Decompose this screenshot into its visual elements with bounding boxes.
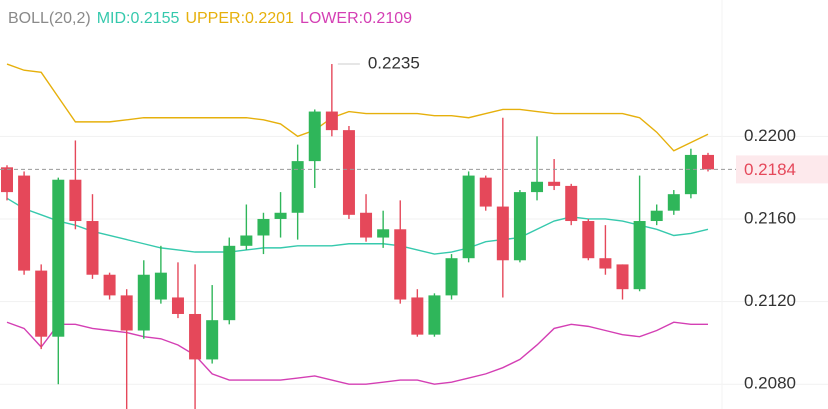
candle-body	[69, 179, 82, 222]
y-tick-label: 0.2080	[744, 374, 796, 393]
legend-value: 0.2201	[245, 10, 294, 27]
candle-body	[171, 297, 184, 314]
candle-body	[52, 179, 65, 337]
band-line	[6, 63, 709, 152]
last-price-box	[736, 155, 828, 184]
indicator-legend: BOLL(20,2) MID:0.2155 UPPER:0.2201 LOWER:0.…	[8, 10, 412, 27]
candle-body	[360, 212, 373, 238]
candle-body	[86, 221, 99, 275]
candle-body	[684, 154, 697, 195]
candle-body	[616, 264, 629, 290]
candle-body	[206, 320, 219, 360]
candle-body	[445, 258, 458, 296]
candle-body	[548, 181, 561, 186]
legend-name: MID	[97, 10, 126, 27]
y-tick-label: 0.2120	[744, 291, 796, 310]
legend-separator: :	[359, 10, 363, 27]
candle-body	[103, 274, 116, 296]
candle-body	[274, 212, 287, 219]
candle-body	[462, 175, 475, 259]
candle-body	[223, 245, 236, 321]
candle-body	[377, 229, 390, 238]
candle-body	[599, 258, 612, 269]
candle-body	[240, 235, 253, 246]
candle-body	[633, 221, 646, 290]
candle-body	[1, 167, 13, 193]
candle-body	[18, 175, 31, 271]
candle-body	[650, 210, 663, 222]
candle-body	[35, 270, 48, 337]
candle-body	[513, 192, 526, 261]
candle-body	[120, 295, 133, 331]
candle-body	[257, 218, 270, 236]
legend-name: LOWER	[300, 10, 359, 27]
candle-body	[154, 272, 167, 300]
candle-body	[189, 313, 202, 360]
candle-body	[582, 221, 595, 259]
candle-body	[308, 111, 321, 162]
candle-body	[428, 295, 441, 335]
candle-body	[342, 130, 355, 215]
legend-value: 0.2155	[131, 10, 180, 27]
band-line	[6, 321, 708, 385]
candle-body	[325, 111, 338, 131]
legend-value: 0.2109	[363, 10, 412, 27]
y-tick-label: 0.2160	[744, 208, 796, 227]
candle-body	[702, 154, 714, 170]
candle-body	[531, 181, 544, 193]
candle-body	[394, 229, 407, 300]
candle-body	[411, 297, 424, 335]
legend-separator: :	[241, 10, 245, 27]
band-line	[6, 197, 709, 255]
high-marker-label: 0.2235	[368, 54, 420, 73]
last-price-label: 0.2184	[744, 160, 796, 179]
y-tick-label: 0.2200	[744, 126, 796, 145]
legend-separator: :	[126, 10, 130, 27]
candle-body	[137, 274, 150, 331]
legend-name: UPPER	[185, 10, 240, 27]
candle-body	[291, 161, 304, 213]
candle-body	[565, 185, 578, 222]
indicator-name: BOLL(20,2)	[8, 10, 91, 27]
candle-body	[667, 194, 680, 211]
candle-body	[479, 177, 492, 207]
candle-body	[496, 206, 509, 261]
